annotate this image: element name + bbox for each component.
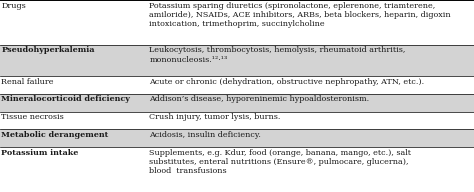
Text: Leukocytosis, thrombocytosis, hemolysis, rheumatoid arthritis,
mononucleosis.¹²·: Leukocytosis, thrombocytosis, hemolysis,… [149, 46, 406, 64]
Text: Supplements, e.g. Kdur, food (orange, banana, mango, etc.), salt
substitutes, en: Supplements, e.g. Kdur, food (orange, ba… [149, 149, 411, 175]
Text: Tissue necrosis: Tissue necrosis [1, 113, 64, 121]
Text: Drugs: Drugs [1, 2, 26, 10]
Text: Acute or chronic (dehydration, obstructive nephropathy, ATN, etc.).: Acute or chronic (dehydration, obstructi… [149, 78, 424, 86]
Text: Metabolic derangement: Metabolic derangement [1, 131, 109, 139]
Bar [0, 94, 474, 112]
Text: Pseudohyperkalemia: Pseudohyperkalemia [1, 46, 95, 55]
Bar [0, 45, 474, 76]
Text: Crush injury, tumor lysis, burns.: Crush injury, tumor lysis, burns. [149, 113, 281, 121]
Text: Mineralocorticoid deficiency: Mineralocorticoid deficiency [1, 95, 130, 103]
Text: Potassium sparing diuretics (spironolactone, eplerenone, triamterene,
amiloride): Potassium sparing diuretics (spironolact… [149, 2, 451, 28]
Text: Addison’s disease, hyporeninemic hypoaldosteronism.: Addison’s disease, hyporeninemic hypoald… [149, 95, 369, 103]
Bar [0, 129, 474, 147]
Text: Potassium intake: Potassium intake [1, 149, 79, 157]
Text: Renal failure: Renal failure [1, 78, 54, 86]
Text: Acidosis, insulin deficiency.: Acidosis, insulin deficiency. [149, 131, 261, 139]
